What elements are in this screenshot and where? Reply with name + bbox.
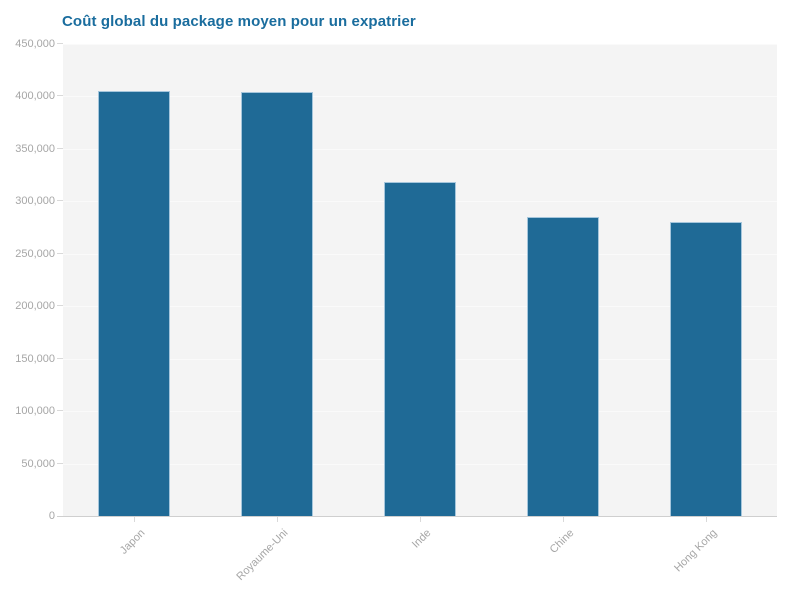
- bar-japon[interactable]: [98, 91, 171, 516]
- y-axis-tick: [57, 43, 63, 44]
- y-axis-tick-label: 100,000: [15, 405, 55, 418]
- y-axis-tick: [57, 147, 63, 149]
- y-axis-tick-label: 350,000: [15, 142, 55, 155]
- x-axis-tick: [134, 517, 136, 522]
- y-axis-tick: [57, 305, 63, 307]
- x-axis-label: Japon: [118, 527, 148, 557]
- bar-hong-kong[interactable]: [669, 222, 742, 516]
- y-axis-tick-label: 300,000: [15, 195, 55, 208]
- y-axis-tick: [57, 95, 63, 97]
- y-axis-tick-label: 450,000: [15, 38, 55, 50]
- y-axis-tick: [57, 357, 63, 359]
- x-axis-label: Hong Kong: [671, 527, 720, 575]
- gridline: [63, 44, 777, 45]
- plot-area: [63, 44, 777, 516]
- y-axis-tick: [57, 252, 63, 254]
- x-axis-label: Royaume-Uni: [234, 527, 291, 584]
- x-axis-tick: [277, 517, 279, 522]
- y-axis-tick-label: 150,000: [15, 352, 55, 365]
- x-axis-label: Chine: [547, 527, 577, 556]
- x-axis-tick: [562, 517, 564, 522]
- bar-inde[interactable]: [384, 182, 456, 516]
- x-axis-tick: [420, 517, 421, 522]
- y-axis-tick: [57, 462, 63, 464]
- y-axis-tick-label: 0: [48, 510, 55, 522]
- y-axis-tick-label: 200,000: [15, 300, 55, 313]
- gridline: [63, 148, 777, 150]
- gridline: [63, 96, 777, 98]
- bar-royaume-uni[interactable]: [241, 92, 314, 516]
- x-axis-label: Inde: [409, 527, 434, 551]
- y-axis-tick-label: 50,000: [21, 457, 55, 470]
- chart-title: Coût global du package moyen pour un exp…: [62, 13, 416, 30]
- y-axis-tick-label: 400,000: [15, 90, 55, 103]
- x-axis-tick: [705, 517, 707, 522]
- bar-chine[interactable]: [526, 217, 599, 516]
- y-axis-tick: [57, 200, 63, 202]
- x-axis-line: [57, 516, 777, 517]
- y-axis-tick-label: 250,000: [15, 247, 55, 260]
- y-axis-tick: [57, 410, 63, 412]
